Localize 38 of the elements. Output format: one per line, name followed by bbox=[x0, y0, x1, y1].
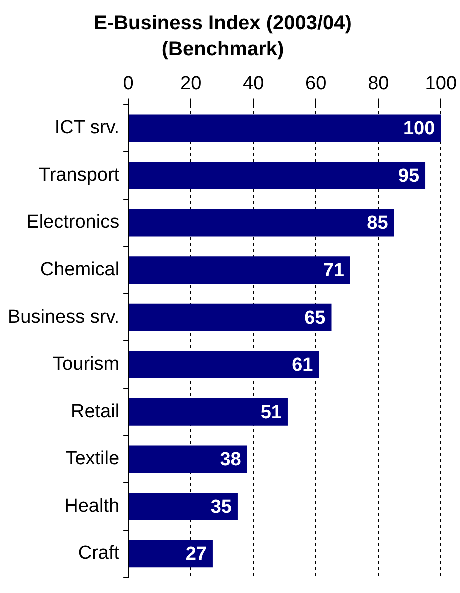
data-label: 35 bbox=[210, 496, 232, 518]
x-tick-label: 20 bbox=[180, 74, 202, 95]
x-tick-label: 0 bbox=[123, 74, 134, 95]
data-label: 61 bbox=[292, 355, 314, 376]
y-tick-label: Retail bbox=[70, 401, 120, 422]
x-tick-label: 40 bbox=[243, 74, 264, 95]
y-tick-label: Tourism bbox=[53, 354, 120, 376]
bar bbox=[129, 162, 426, 190]
bar bbox=[129, 492, 238, 520]
bar bbox=[129, 209, 394, 237]
y-tick-label: Textile bbox=[66, 448, 120, 470]
y-tick-label: Health bbox=[64, 496, 120, 517]
y-tick-label: Transport bbox=[38, 164, 120, 186]
bar bbox=[129, 304, 332, 332]
bar bbox=[129, 351, 320, 379]
bar bbox=[129, 114, 442, 142]
y-tick-label: Craft bbox=[78, 543, 120, 564]
data-label: 27 bbox=[186, 544, 207, 566]
chart-subtitle: (Benchmark) bbox=[162, 38, 284, 61]
y-tick-label: ICT srv. bbox=[54, 118, 120, 139]
chart-title: E-Business Index (2003/04) bbox=[94, 12, 352, 35]
data-label: 51 bbox=[260, 402, 282, 424]
data-label: 65 bbox=[304, 308, 326, 329]
bar bbox=[129, 398, 288, 426]
y-tick-label: Business srv. bbox=[8, 306, 120, 328]
data-label: 85 bbox=[367, 213, 389, 234]
y-tick-label: Chemical bbox=[40, 260, 120, 281]
bar bbox=[129, 540, 213, 568]
bar bbox=[129, 256, 350, 284]
x-tick-label: 80 bbox=[368, 74, 390, 95]
y-tick-label: Electronics bbox=[26, 212, 120, 234]
x-tick-label: 100 bbox=[425, 74, 457, 95]
data-label: 95 bbox=[398, 166, 420, 187]
data-label: 71 bbox=[323, 260, 345, 282]
x-tick-label: 60 bbox=[306, 74, 327, 95]
bar bbox=[129, 446, 248, 474]
data-label: 38 bbox=[220, 450, 242, 471]
data-label: 100 bbox=[403, 118, 436, 140]
